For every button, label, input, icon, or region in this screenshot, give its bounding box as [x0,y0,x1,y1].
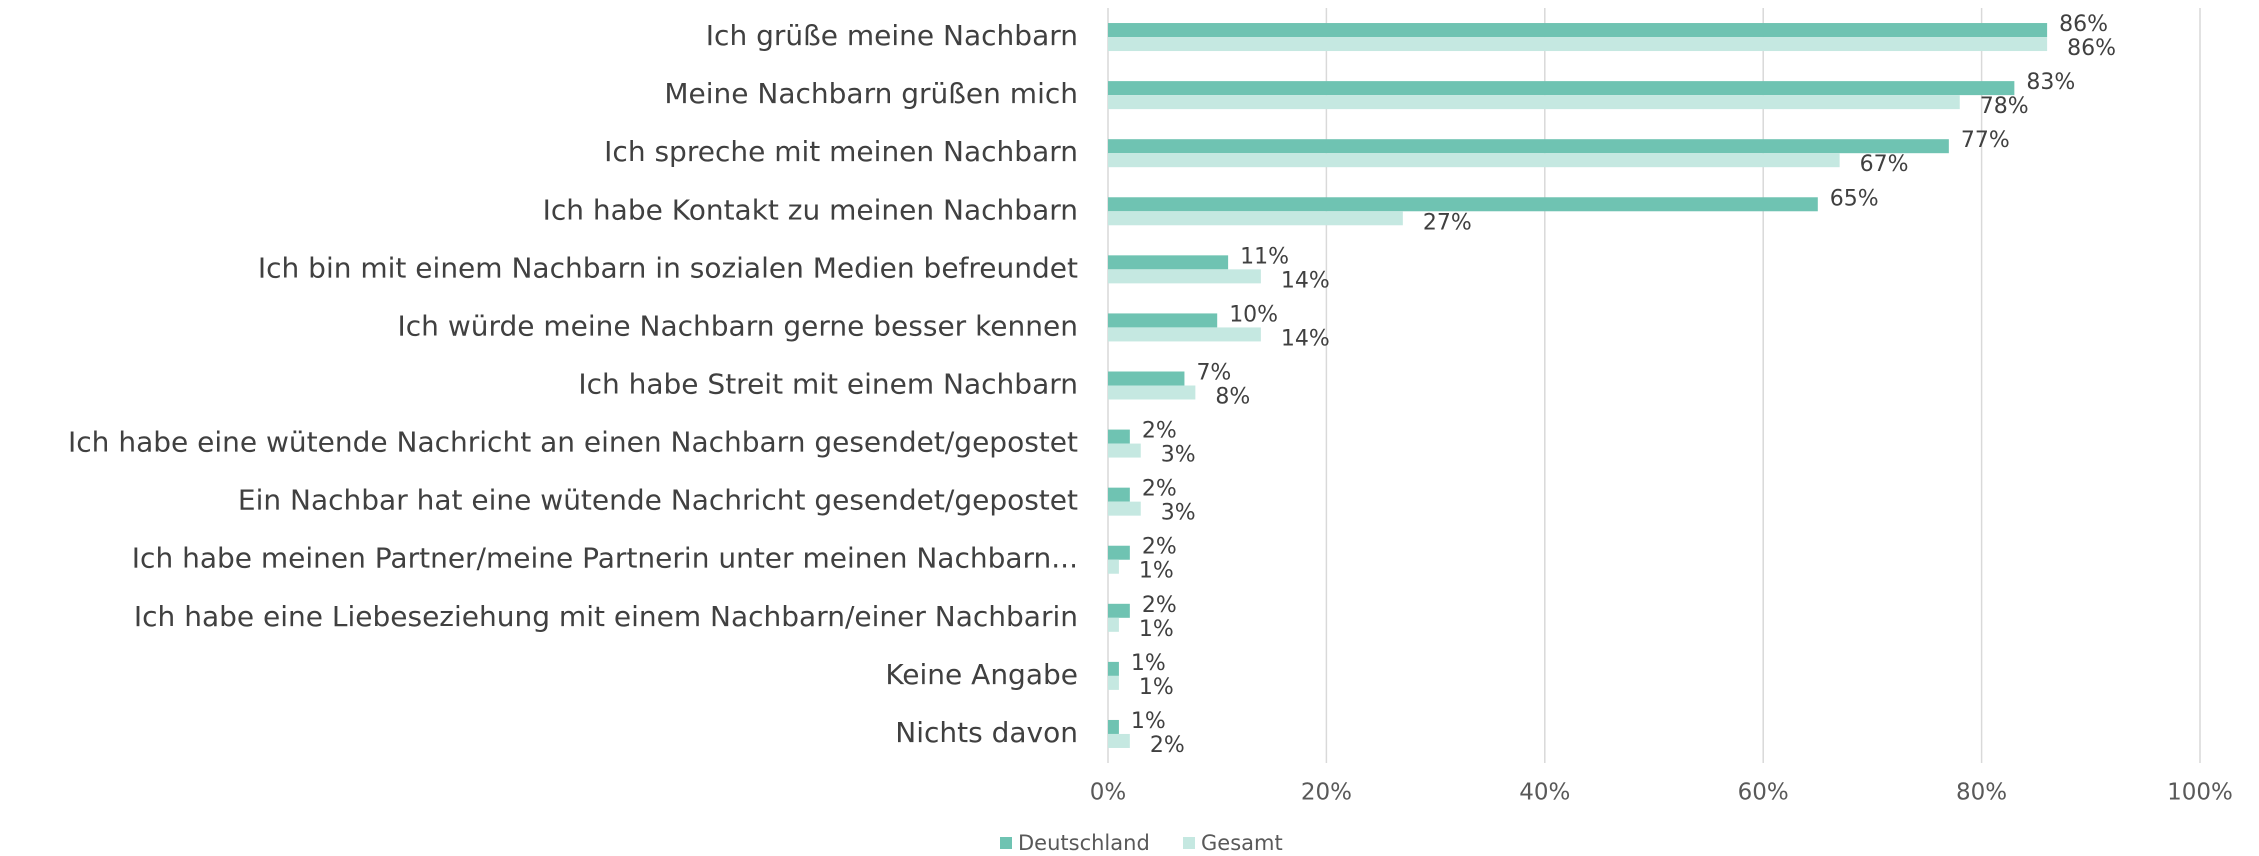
bar [1108,255,1229,270]
bar [1108,429,1130,444]
category-label: Ich würde meine Nachbarn gerne besser ke… [398,309,1078,342]
bar [1108,545,1130,560]
value-label: 77% [1961,128,2010,153]
bar [1108,269,1261,284]
value-label: 65% [1830,186,1879,211]
value-label: 3% [1161,501,1196,526]
bar [1108,733,1130,748]
bar [1108,139,1949,154]
legend-label: Gesamt [1201,831,1283,855]
value-label: 3% [1161,443,1196,468]
bar [1108,443,1141,458]
value-label: 83% [2026,70,2075,95]
bar [1108,559,1119,574]
value-label: 7% [1196,361,1231,386]
bar [1108,501,1141,516]
category-label: Keine Angabe [885,658,1078,691]
value-label: 2% [1142,535,1177,560]
category-label: Meine Nachbarn grüßen mich [664,77,1078,110]
category-label: Ein Nachbar hat eine wütende Nachricht g… [238,484,1078,517]
bar [1108,313,1218,328]
category-label: Ich habe Streit mit einem Nachbarn [578,368,1078,401]
bar [1108,23,2048,38]
bar [1108,617,1119,632]
x-tick-label: 20% [1301,780,1352,806]
value-label: 1% [1131,709,1166,734]
legend-label: Deutschland [1018,831,1150,855]
bar [1108,37,2048,52]
value-label: 1% [1131,651,1166,676]
value-label: 86% [2059,12,2108,37]
category-label: Ich habe eine wütende Nachricht an einen… [68,426,1078,459]
value-label: 27% [1423,210,1472,235]
value-label: 2% [1142,477,1177,502]
value-label: 11% [1240,244,1289,269]
value-label: 14% [1281,268,1330,293]
bar [1108,211,1403,226]
category-label: Ich spreche mit meinen Nachbarn [604,135,1078,168]
bar [1108,385,1196,400]
category-label: Ich habe meinen Partner/meine Partnerin … [132,542,1078,575]
bar [1108,675,1119,690]
legend-swatch [1183,837,1195,849]
category-label: Ich bin mit einem Nachbarn in sozialen M… [258,251,1078,284]
bar [1108,327,1261,342]
value-label: 14% [1281,326,1330,351]
bar [1108,661,1119,676]
value-label: 86% [2067,36,2116,61]
value-label: 8% [1215,385,1250,410]
bar [1108,371,1185,386]
value-label: 67% [1860,152,1909,177]
legend-swatch [1000,837,1012,849]
value-label: 78% [1980,94,2029,119]
bar [1108,81,2015,96]
value-label: 1% [1139,675,1174,700]
x-tick-label: 0% [1090,780,1127,806]
bar [1108,153,1840,168]
value-label: 2% [1142,593,1177,618]
category-label: Ich grüße meine Nachbarn [706,19,1078,52]
x-tick-label: 100% [2167,780,2233,806]
category-label: Ich habe eine Liebeseziehung mit einem N… [134,600,1078,633]
value-label: 1% [1139,617,1174,642]
category-label: Ich habe Kontakt zu meinen Nachbarn [543,193,1078,226]
bar [1108,487,1130,502]
value-label: 10% [1229,302,1278,327]
value-label: 1% [1139,559,1174,584]
bar [1108,603,1130,618]
x-tick-label: 60% [1738,780,1789,806]
bar [1108,719,1119,734]
category-label: Nichts davon [895,716,1078,749]
bar [1108,95,1960,110]
value-label: 2% [1150,733,1185,758]
x-tick-label: 40% [1519,780,1570,806]
value-label: 2% [1142,419,1177,444]
bar [1108,197,1818,212]
x-tick-label: 80% [1956,780,2007,806]
